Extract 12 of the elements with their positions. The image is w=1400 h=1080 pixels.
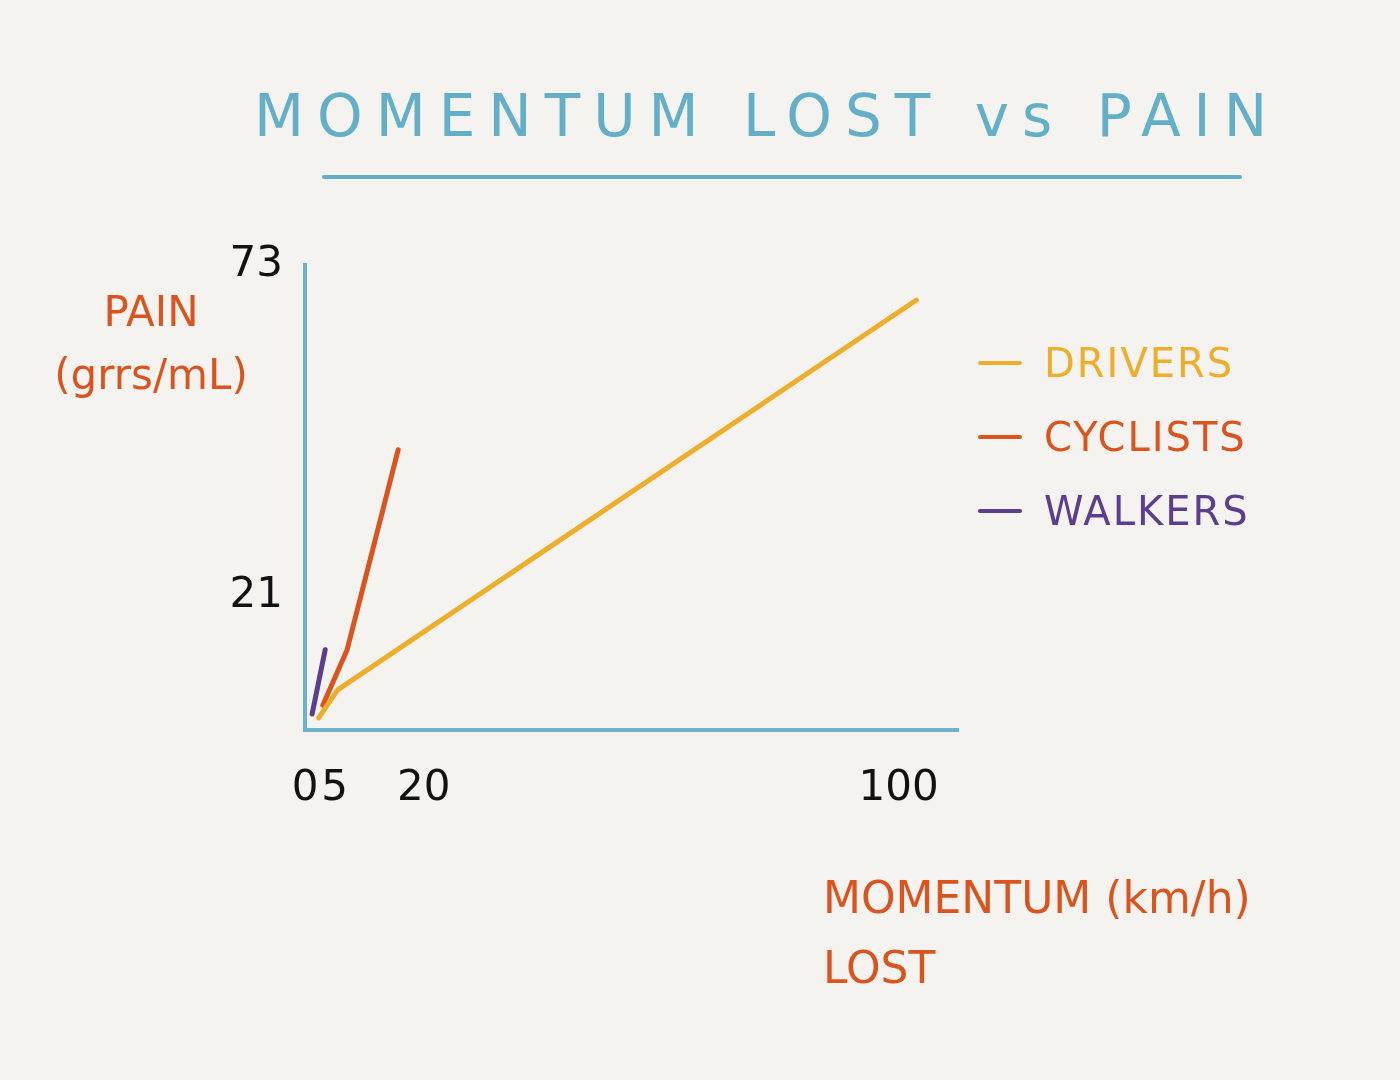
x-axis-title: MOMENTUM (km/h) LOST [823, 871, 1252, 996]
x-tick-label: 0 [291, 761, 319, 811]
legend-label: WALKERS [1044, 488, 1250, 534]
y-tick-label: 73 [229, 236, 283, 286]
y-tick-label: 21 [229, 568, 283, 618]
chart-title: MOMENTUM LOST vs PAIN [252, 82, 1282, 152]
x-tick-label: 100 [858, 761, 939, 811]
x-tick-label: 20 [397, 761, 451, 811]
legend-label: CYCLISTS [1044, 414, 1247, 460]
x-tick-label: 5 [321, 761, 349, 811]
legend-label: DRIVERS [1044, 340, 1235, 386]
y-axis-title: PAIN (grrs/mL) [54, 287, 248, 399]
